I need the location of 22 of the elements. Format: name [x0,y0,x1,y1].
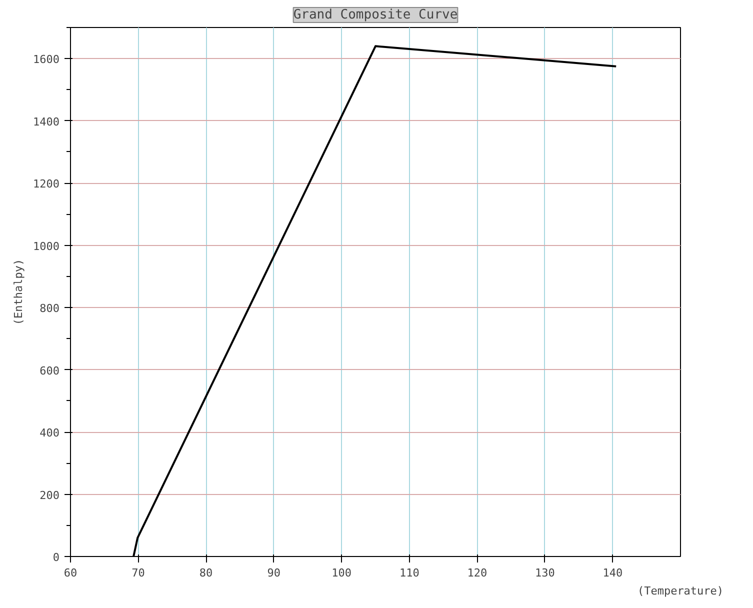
y-tick-label: 400 [40,426,60,440]
x-tick-label: 110 [399,566,420,580]
x-tick-label: 140 [602,566,623,580]
y-tick-label: 1400 [33,115,60,128]
x-axis-title: (Temperature) [637,584,724,598]
line-series [132,45,618,556]
x-tick-label: 130 [535,566,555,580]
y-tick-label: 1600 [33,53,60,66]
y-tick-label: 200 [40,488,60,502]
x-tick-label: 90 [267,566,280,580]
y-axis-title: (Enthalpy) [12,258,26,326]
x-tick-label: 60 [64,566,78,580]
x-tick-label: 100 [332,566,352,580]
y-tick-label: 1000 [33,240,60,253]
x-tick-label: 120 [467,566,488,580]
y-tick-label: 800 [40,302,60,316]
y-tick-label: 600 [40,364,60,378]
chart-title: Grand Composite Curve [293,8,458,22]
y-tick-label: 0 [52,551,60,564]
y-tick-label: 1200 [33,178,60,191]
x-tick-label: 80 [199,566,213,580]
x-tick-label: 70 [132,566,145,580]
